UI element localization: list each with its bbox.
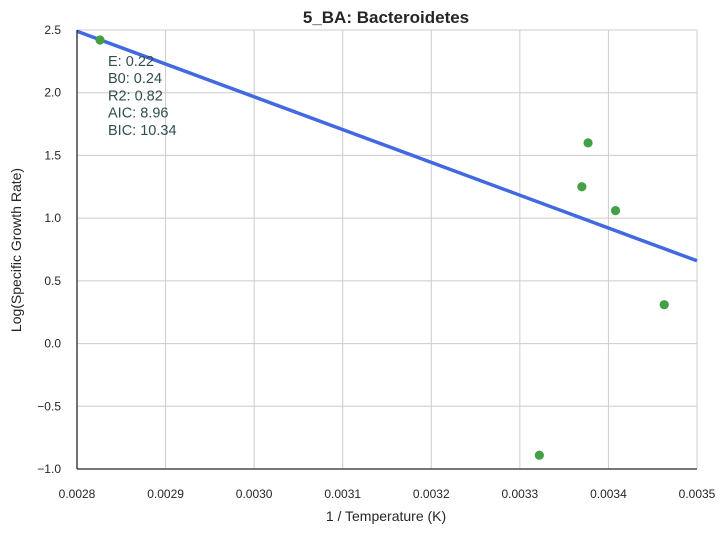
y-tick-label: 0.0 bbox=[44, 337, 61, 351]
y-tick-label: 2.5 bbox=[44, 23, 61, 37]
x-tick-label: 0.0032 bbox=[413, 487, 450, 501]
grid bbox=[76, 29, 698, 470]
y-tick-label: 0.5 bbox=[44, 274, 61, 288]
data-points bbox=[95, 35, 669, 460]
y-tick-label: 1.0 bbox=[44, 211, 61, 225]
fit-stat-label: AIC: 8.96 bbox=[108, 106, 168, 122]
fit-stat-label: R2: 0.82 bbox=[108, 88, 163, 104]
x-tick-label: 0.0034 bbox=[590, 487, 627, 501]
x-tick-label: 0.0030 bbox=[236, 487, 273, 501]
axes bbox=[76, 30, 697, 470]
fit-line-group bbox=[76, 29, 698, 263]
y-tick-label: 1.5 bbox=[44, 148, 61, 162]
data-point bbox=[95, 35, 105, 45]
data-point bbox=[659, 300, 669, 310]
data-point bbox=[534, 450, 544, 460]
x-axis-label: 1 / Temperature (K) bbox=[326, 508, 446, 524]
y-tick-label: −0.5 bbox=[37, 399, 61, 413]
y-axis-label: Log(Specific Growth Rate) bbox=[8, 168, 24, 332]
x-tick-label: 0.0028 bbox=[59, 487, 96, 501]
fit-stat-label: E: 0.22 bbox=[108, 54, 154, 70]
fit-line bbox=[76, 29, 698, 263]
data-point bbox=[610, 206, 621, 216]
y-tick-label: −1.0 bbox=[37, 462, 61, 476]
x-tick-label: 0.0035 bbox=[679, 487, 716, 501]
y-tick-label: 2.0 bbox=[44, 86, 61, 100]
x-tick-labels: 0.0028 0.0029 0.0030 0.0031 0.0032 0.0033 0.00… bbox=[59, 487, 716, 501]
fit-stat-label: BIC: 10.34 bbox=[108, 123, 177, 139]
x-tick-label: 0.0029 bbox=[147, 487, 184, 501]
x-tick-label: 0.0031 bbox=[324, 487, 361, 501]
data-point bbox=[577, 182, 587, 192]
chart-title: 5_BA: Bacteroidetes bbox=[303, 8, 469, 27]
fit-stat-label: B0: 0.24 bbox=[108, 71, 162, 87]
y-tick-labels: −1.0 −0.5 0.0 0.5 1.0 1.5 2.0 2.5 bbox=[37, 23, 61, 476]
data-point bbox=[583, 138, 593, 148]
x-tick-label: 0.0033 bbox=[502, 487, 539, 501]
